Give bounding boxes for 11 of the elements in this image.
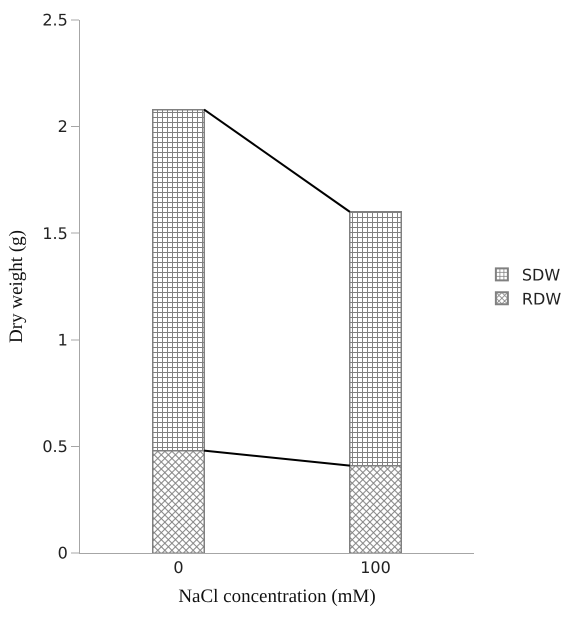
- x-tick-label: 100: [360, 558, 391, 578]
- text: SDW: [522, 266, 560, 285]
- x-axis-title: NaCl concentration (mM): [178, 586, 376, 607]
- y-tick-label: 1.5: [42, 224, 68, 243]
- y-tick-label: 2: [58, 117, 68, 136]
- y-tick-label: 1: [58, 330, 68, 350]
- y-tick-label: 0.5: [42, 437, 68, 456]
- y-axis-title: Dry weight (g): [6, 230, 28, 343]
- y-tick-label: 0: [58, 544, 68, 563]
- text: RDW: [522, 289, 562, 308]
- y-tick-label: 2.5: [42, 10, 68, 30]
